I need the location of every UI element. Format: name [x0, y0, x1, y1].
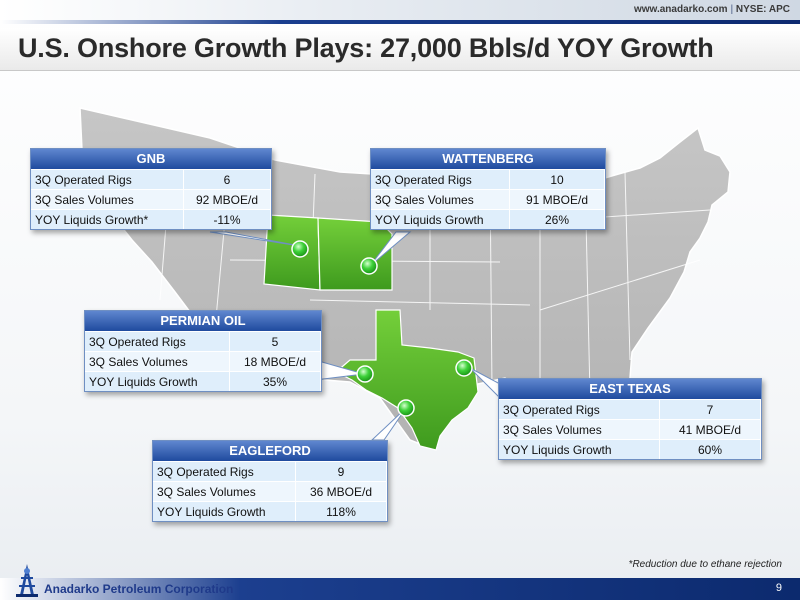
- row-label: 3Q Operated Rigs: [371, 169, 510, 190]
- row-label: 3Q Sales Volumes: [499, 419, 660, 440]
- wattenberg-panel: WATTENBERG 3Q Operated Rigs 10 3Q Sales V…: [370, 148, 606, 230]
- permian-table: 3Q Operated Rigs 5 3Q Sales Volumes 18 MBO…: [85, 331, 321, 391]
- row-label: 3Q Sales Volumes: [371, 189, 510, 210]
- map-markers: [291, 240, 473, 417]
- row-value: 10: [509, 169, 605, 190]
- permian-marker: [356, 365, 374, 383]
- row-label: 3Q Sales Volumes: [31, 189, 184, 210]
- gnb-table: 3Q Operated Rigs 6 3Q Sales Volumes 92 MBO…: [31, 169, 271, 229]
- wattenberg-marker: [360, 257, 378, 275]
- row-value: 41 MBOE/d: [659, 419, 761, 440]
- website-link[interactable]: www.anadarko.com: [633, 4, 728, 15]
- title-bar: [0, 28, 800, 71]
- row-label: 3Q Operated Rigs: [85, 331, 230, 352]
- ticker: NYSE: APC: [735, 4, 790, 15]
- table-row: 3Q Operated Rigs 5: [85, 331, 321, 352]
- table-row: YOY Liquids Growth 26%: [371, 209, 605, 229]
- top-band: [0, 0, 800, 22]
- row-value: 35%: [229, 371, 321, 391]
- row-label: YOY Liquids Growth: [371, 209, 510, 229]
- eagleford-marker: [397, 399, 415, 417]
- eagleford-panel-title: EAGLEFORD: [153, 441, 387, 461]
- row-value: -11%: [183, 209, 271, 229]
- permian-panel: PERMIAN OIL 3Q Operated Rigs 5 3Q Sales V…: [84, 310, 322, 392]
- table-row: YOY Liquids Growth 35%: [85, 371, 321, 391]
- permian-panel-title: PERMIAN OIL: [85, 311, 321, 331]
- row-label: 3Q Sales Volumes: [85, 351, 230, 372]
- table-row: 3Q Operated Rigs 9: [153, 461, 387, 482]
- header-separator: |: [730, 4, 734, 15]
- row-label: 3Q Operated Rigs: [31, 169, 184, 190]
- row-value: 6: [183, 169, 271, 190]
- row-label: YOY Liquids Growth: [153, 501, 296, 521]
- row-value: 9: [295, 461, 387, 482]
- row-value: 26%: [509, 209, 605, 229]
- east-texas-table: 3Q Operated Rigs 7 3Q Sales Volumes 41 MBO…: [499, 399, 761, 459]
- row-value: 60%: [659, 439, 761, 459]
- row-value: 92 MBOE/d: [183, 189, 271, 210]
- top-accent-strip: [0, 20, 800, 24]
- row-label: 3Q Sales Volumes: [153, 481, 296, 502]
- table-row: 3Q Sales Volumes 18 MBOE/d: [85, 351, 321, 372]
- header-web-info: www.anadarko.com | NYSE: APC: [634, 4, 790, 15]
- row-value: 91 MBOE/d: [509, 189, 605, 210]
- table-row: 3Q Sales Volumes 41 MBOE/d: [499, 419, 761, 440]
- gnb-panel: GNB 3Q Operated Rigs 6 3Q Sales Volumes 92…: [30, 148, 272, 230]
- row-label: 3Q Operated Rigs: [153, 461, 296, 482]
- table-row: YOY Liquids Growth* -11%: [31, 209, 271, 229]
- row-value: 118%: [295, 501, 387, 521]
- footer-bar: [0, 578, 800, 600]
- table-row: 3Q Sales Volumes 91 MBOE/d: [371, 189, 605, 210]
- gnb-panel-title: GNB: [31, 149, 271, 169]
- table-row: YOY Liquids Growth 60%: [499, 439, 761, 459]
- wattenberg-table: 3Q Operated Rigs 10 3Q Sales Volumes 91 MB…: [371, 169, 605, 229]
- slide-title: U.S. Onshore Growth Plays: 27,000 Bbls/d…: [18, 33, 714, 63]
- east-texas-panel: EAST TEXAS 3Q Operated Rigs 7 3Q Sales Vo…: [498, 378, 762, 460]
- table-row: 3Q Operated Rigs 10: [371, 169, 605, 190]
- table-row: 3Q Operated Rigs 6: [31, 169, 271, 190]
- wattenberg-panel-title: WATTENBERG: [371, 149, 605, 169]
- row-value: 7: [659, 399, 761, 420]
- table-row: 3Q Sales Volumes 92 MBOE/d: [31, 189, 271, 210]
- footnote: *Reduction due to ethane rejection: [628, 559, 782, 570]
- row-value: 5: [229, 331, 321, 352]
- row-label: 3Q Operated Rigs: [499, 399, 660, 420]
- row-label: YOY Liquids Growth: [85, 371, 230, 391]
- anadarko-derrick-logo-icon: [16, 564, 38, 597]
- table-row: 3Q Sales Volumes 36 MBOE/d: [153, 481, 387, 502]
- row-label: YOY Liquids Growth: [499, 439, 660, 459]
- page-number: 9: [775, 582, 782, 594]
- company-name: Anadarko Petroleum Corporation: [44, 582, 234, 596]
- eagleford-table: 3Q Operated Rigs 9 3Q Sales Volumes 36 MBO…: [153, 461, 387, 521]
- table-row: 3Q Operated Rigs 7: [499, 399, 761, 420]
- row-value: 18 MBOE/d: [229, 351, 321, 372]
- row-label: YOY Liquids Growth*: [31, 209, 184, 229]
- east-texas-panel-title: EAST TEXAS: [499, 379, 761, 399]
- gnb-marker: [291, 240, 309, 258]
- eagleford-panel: EAGLEFORD 3Q Operated Rigs 9 3Q Sales Vol…: [152, 440, 388, 522]
- row-value: 36 MBOE/d: [295, 481, 387, 502]
- east-texas-marker: [455, 359, 473, 377]
- table-row: YOY Liquids Growth 118%: [153, 501, 387, 521]
